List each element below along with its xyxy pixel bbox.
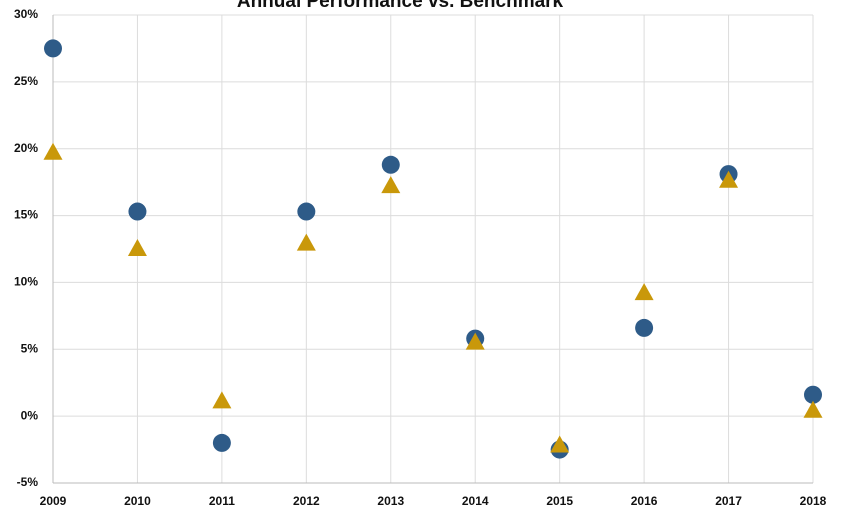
point: [803, 400, 823, 418]
x-tick-label: 2017: [715, 494, 742, 508]
y-tick-label: 0%: [21, 408, 39, 422]
point: [44, 39, 62, 58]
y-tick-label: 10%: [14, 275, 38, 289]
y-tick-label: 20%: [14, 141, 38, 155]
point: [465, 332, 485, 350]
point: [719, 170, 739, 188]
y-tick-label: -5%: [17, 475, 39, 489]
point: [212, 433, 231, 452]
point: [634, 283, 654, 301]
y-tick-label: 15%: [14, 208, 38, 222]
point: [43, 142, 63, 160]
x-tick-label: 2011: [209, 494, 235, 508]
x-tick-label: 2016: [631, 494, 658, 508]
x-tick-label: 2014: [462, 494, 489, 508]
x-tick-label: 2009: [40, 494, 67, 508]
chart-title: Annual Performance vs. Benchmark: [237, 0, 564, 12]
y-tick-label: 5%: [21, 341, 39, 355]
y-tick-label: 25%: [14, 74, 38, 88]
point: [804, 385, 822, 404]
point: [212, 391, 232, 409]
point: [127, 239, 147, 256]
point: [296, 233, 316, 251]
point: [381, 176, 401, 194]
x-tick-label: 2012: [293, 494, 320, 508]
point: [381, 155, 400, 174]
x-tick-label: 2010: [124, 494, 151, 508]
y-tick-label: 30%: [14, 7, 38, 21]
x-tick-label: 2015: [546, 494, 573, 508]
point: [550, 435, 570, 453]
point: [128, 202, 147, 221]
point: [297, 202, 316, 221]
point: [635, 318, 654, 337]
x-tick-label: 2013: [377, 494, 404, 508]
x-tick-label: 2018: [800, 494, 827, 508]
